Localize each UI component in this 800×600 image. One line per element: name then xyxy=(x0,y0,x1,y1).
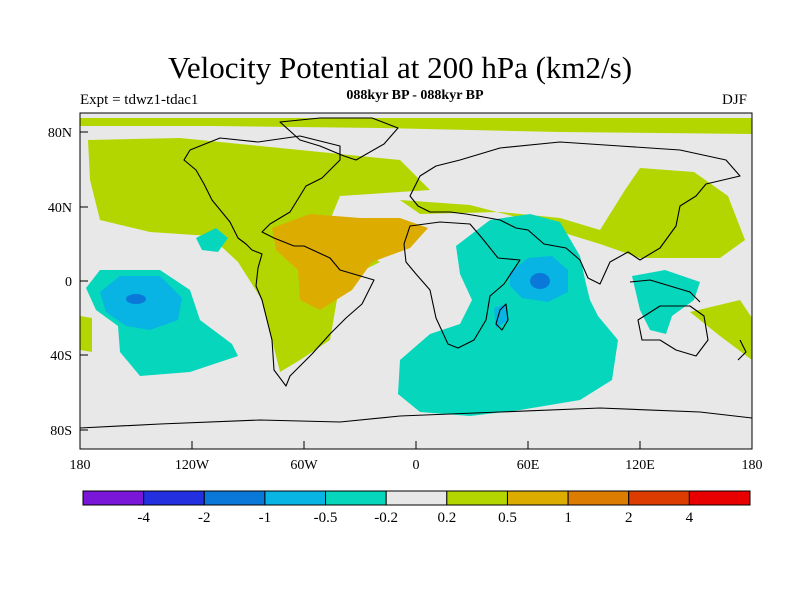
colorbar-box xyxy=(567,490,630,506)
colorbar-box xyxy=(264,490,327,506)
lat-tick-label: 40S xyxy=(50,349,72,364)
map-subtitle: 088kyr BP - 088kyr BP xyxy=(346,88,484,103)
colorbar-box xyxy=(688,490,751,506)
colorbar-box xyxy=(203,490,266,506)
colorbar-box xyxy=(385,490,448,506)
colorbar-label: 2 xyxy=(625,510,633,526)
negative-field-1 xyxy=(126,273,550,304)
lon-tick-label: 180 xyxy=(742,458,763,473)
colorbar-box xyxy=(506,490,569,506)
lat-tick-label: 0 xyxy=(65,275,72,290)
colorbar-label: 0.5 xyxy=(498,510,517,526)
map-field xyxy=(80,113,752,449)
colorbar-box xyxy=(628,490,690,506)
colorbar-box xyxy=(82,490,145,506)
colorbar-label: -4 xyxy=(137,510,150,526)
experiment-label: Expt = tdwz1-tdac1 xyxy=(80,92,199,108)
colorbar-label: -0.2 xyxy=(374,510,398,526)
lon-tick-label: 60W xyxy=(290,458,318,473)
colorbar-label: 0.2 xyxy=(437,510,456,526)
colorbar-label: 4 xyxy=(686,510,694,526)
colorbar-label: -2 xyxy=(198,510,211,526)
colorbar-label: 1 xyxy=(564,510,572,526)
colorbar-label: -1 xyxy=(259,510,272,526)
colorbar-box xyxy=(446,490,508,506)
colorbar: -4 -2 -1 -0.5 -0.2 0.2 0.5 1 2 4 xyxy=(82,490,751,526)
season-label: DJF xyxy=(722,92,748,108)
positive-field-0.2 xyxy=(80,118,752,372)
lat-tick-label: 80N xyxy=(48,126,72,141)
colorbar-box xyxy=(325,490,387,506)
lon-tick-label: 120W xyxy=(175,458,210,473)
colorbar-label: -0.5 xyxy=(314,510,338,526)
lon-tick-label: 180 xyxy=(70,458,91,473)
lon-tick-label: 0 xyxy=(413,458,420,473)
map-title: Velocity Potential at 200 hPa (km2/s) xyxy=(167,50,633,85)
colorbar-box xyxy=(143,490,205,506)
lon-tick-label: 120E xyxy=(625,458,655,473)
lon-tick-label: 60E xyxy=(517,458,540,473)
positive-field-0.5 xyxy=(272,214,428,310)
axis-ticks: 80N 40N 0 40S 80S 180 120W 60W 0 60E 120E 180 xyxy=(48,126,763,473)
lat-tick-label: 80S xyxy=(50,424,72,439)
coastlines xyxy=(80,117,752,429)
lat-tick-label: 40N xyxy=(48,201,72,216)
